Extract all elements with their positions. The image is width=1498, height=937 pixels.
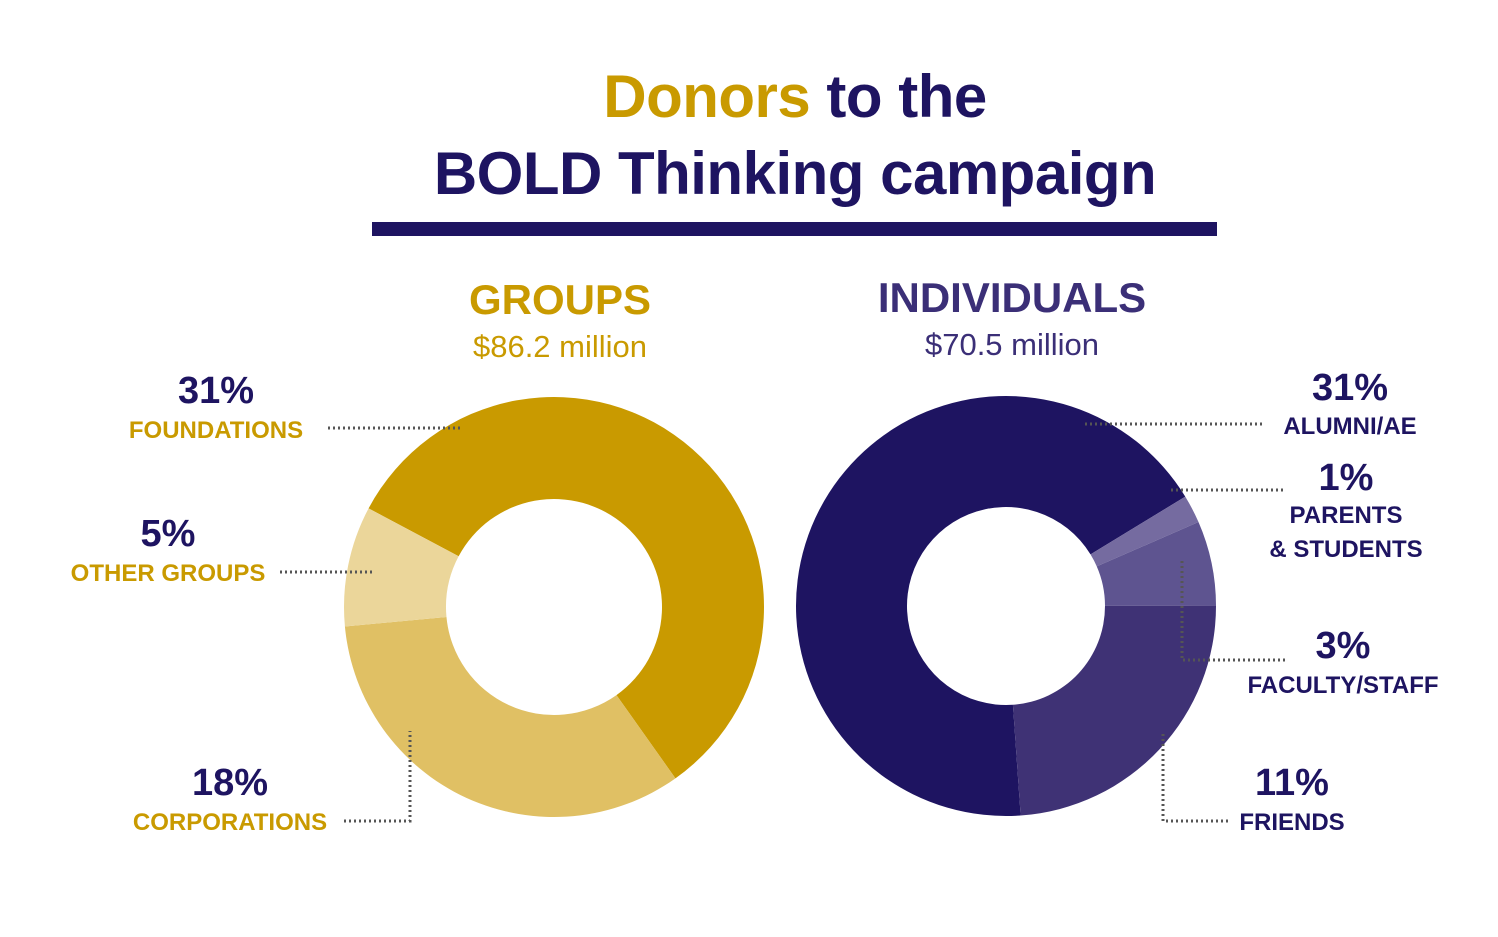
groups-donut xyxy=(344,396,765,817)
page-title: Donors to the BOLD Thinking campaign xyxy=(0,58,1498,212)
name-label-parents-students-line-1: PARENTS xyxy=(1290,502,1403,529)
groups-title: GROUPS xyxy=(468,276,652,323)
pct-label-foundations: 31% xyxy=(178,370,254,412)
name-label-friends: FRIENDS xyxy=(1239,809,1344,836)
leader-line-faculty-staff xyxy=(1180,558,1285,662)
groups-header: GROUPS $86.2 million xyxy=(350,275,770,367)
pct-label-parents-students: 1% xyxy=(1319,457,1374,499)
individuals-title: INDIVIDUALS xyxy=(877,274,1147,321)
title-line-1: Donors to the xyxy=(0,58,1498,135)
leader-line-friends xyxy=(1161,732,1228,823)
title-line-2: BOLD Thinking campaign xyxy=(433,140,1157,207)
pct-label-corporations: 18% xyxy=(192,762,268,804)
groups-amount: $86.2 million xyxy=(472,329,648,364)
name-label-corporations: CORPORATIONS xyxy=(133,809,327,836)
individuals-donut xyxy=(796,396,1216,817)
title-underline xyxy=(372,222,1217,236)
name-label-alumni-ae: ALUMNI/AE xyxy=(1283,413,1416,440)
pct-label-other-groups: 5% xyxy=(141,513,196,555)
slice-other-groups xyxy=(344,508,459,627)
individuals-header: INDIVIDUALS $70.5 million xyxy=(802,273,1222,365)
individuals-amount: $70.5 million xyxy=(924,327,1100,362)
name-label-parents-students-line-2: & STUDENTS xyxy=(1269,536,1422,563)
slice-friends xyxy=(1012,605,1216,816)
slice-foundations xyxy=(368,396,765,779)
slice-faculty-staff xyxy=(1096,522,1216,606)
name-label-other-groups: OTHER GROUPS xyxy=(71,560,266,587)
leader-line-corporations xyxy=(344,731,412,823)
name-label-faculty-staff: FACULTY/STAFF xyxy=(1247,672,1438,699)
name-label-foundations: FOUNDATIONS xyxy=(129,417,303,444)
pct-label-alumni-ae: 31% xyxy=(1312,367,1388,409)
slice-corporations xyxy=(344,617,676,817)
slice-labels: 31% FOUNDATIONS 5% OTHER GROUPS 18% CORPORATI… xyxy=(71,367,1439,836)
title-line1-rest: to the xyxy=(810,63,987,130)
slice-alumni-ae xyxy=(796,396,1186,817)
title-highlight: Donors xyxy=(603,63,811,130)
pct-label-friends: 11% xyxy=(1255,762,1329,804)
pct-label-faculty-staff: 3% xyxy=(1316,625,1371,667)
slice-parents-students xyxy=(1090,496,1199,567)
